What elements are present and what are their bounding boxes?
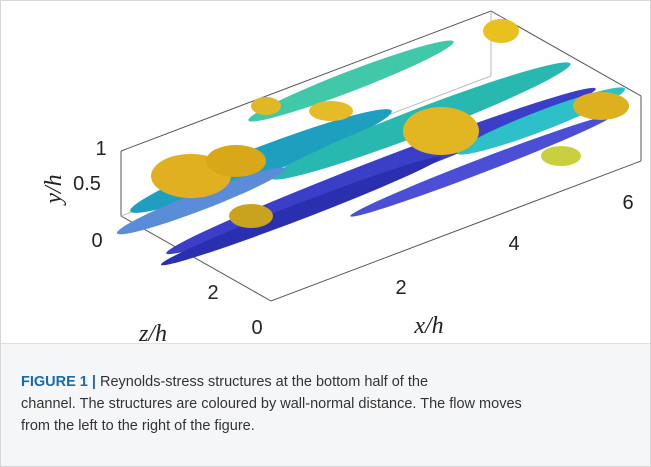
z-axis-label: z/h: [138, 321, 167, 341]
x-tick-label: 2: [395, 277, 406, 299]
z-tick-label: 0: [251, 317, 262, 339]
figure-page: 1 0.5 0 2 0 2 4 6 y/h z/h x/h FIGURE 1 |…: [0, 0, 651, 467]
y-tick-label: 0.5: [73, 173, 101, 195]
y-tick-label: 0: [91, 230, 102, 252]
x-axis-label: x/h: [413, 313, 443, 339]
structures: [114, 19, 629, 272]
caption-line: FIGURE 1 | Reynolds-stress structures at…: [21, 374, 428, 390]
y-axis-label: y/h: [41, 174, 67, 205]
caption-text: Reynolds-stress structures at the bottom…: [100, 374, 428, 390]
caption-text: channel. The structures are coloured by …: [21, 396, 522, 412]
x-tick-label: 6: [622, 192, 633, 214]
y-tick-label: 1: [95, 138, 106, 160]
caption-text: from the left to the right of the figure…: [21, 418, 255, 434]
caption: FIGURE 1 | Reynolds-stress structures at…: [1, 343, 650, 467]
figure-plot: 1 0.5 0 2 0 2 4 6 y/h z/h x/h: [1, 1, 650, 341]
caption-label: FIGURE 1 |: [21, 374, 96, 390]
z-tick-label: 2: [207, 282, 218, 304]
x-tick-label: 4: [508, 233, 519, 255]
